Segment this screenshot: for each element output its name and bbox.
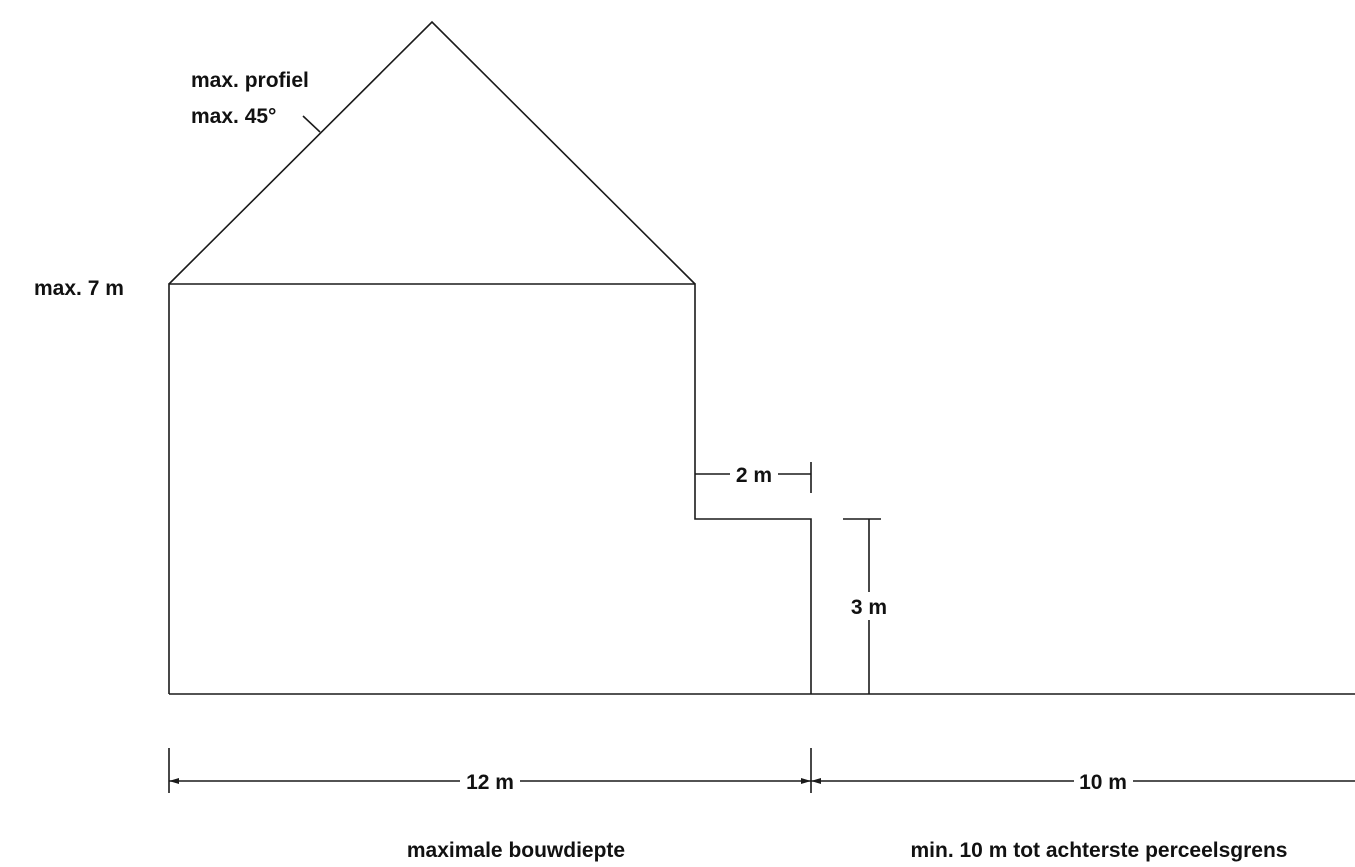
rear-distance-caption: min. 10 m tot achterste perceelsgrens	[911, 839, 1288, 862]
dimension-arrow-mid-left	[801, 778, 811, 784]
roof-label-angle: max. 45°	[191, 105, 276, 128]
annex-height-label: 3 m	[851, 596, 887, 619]
roof-outline	[169, 22, 695, 284]
step-width-label: 2 m	[736, 464, 772, 487]
main-depth-label: 12 m	[466, 771, 514, 794]
rear-distance-label: 10 m	[1079, 771, 1127, 794]
building-outline	[169, 284, 811, 694]
roof-label-leader	[303, 116, 320, 132]
dimension-arrow-mid-right	[811, 778, 821, 784]
main-depth-caption: maximale bouwdiepte	[407, 839, 625, 862]
dimension-arrow-left	[169, 778, 179, 784]
eave-height-label: max. 7 m	[34, 277, 124, 300]
roof-label-profile: max. profiel	[191, 69, 309, 92]
